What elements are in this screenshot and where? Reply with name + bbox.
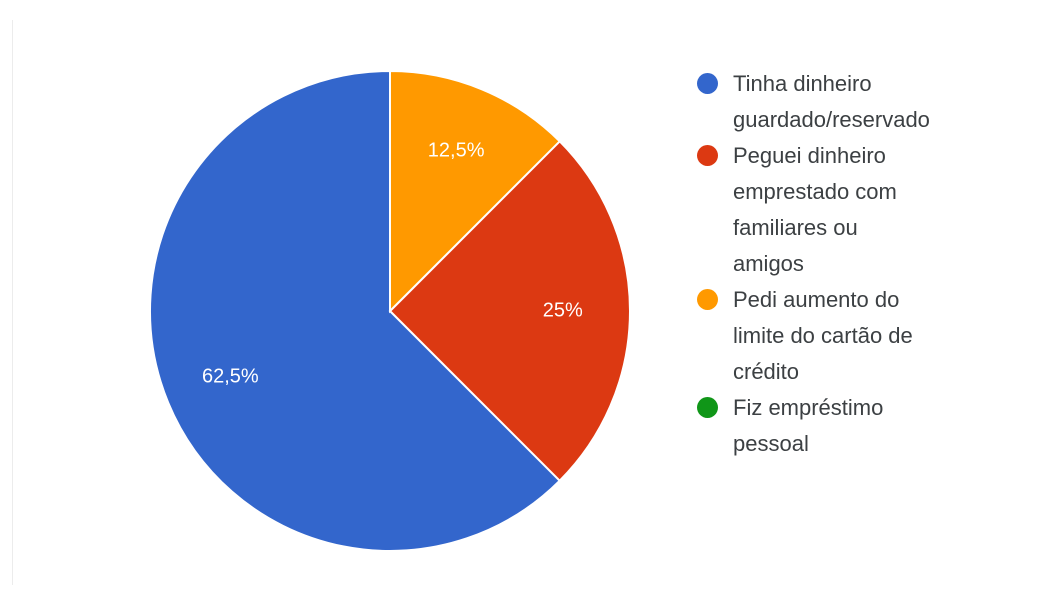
pie-slice-label-0: 62,5%	[202, 365, 259, 387]
legend-label: Pedi aumento do limite do cartão de créd…	[733, 287, 913, 384]
legend-item-tinha-dinheiro[interactable]: Tinha dinheiro guardado/reservado	[697, 66, 1027, 138]
legend-item-peguei-emprestado[interactable]: Peguei dinheiro emprestado com familiare…	[697, 138, 1027, 282]
legend-item-emprestimo-pessoal[interactable]: Fiz empréstimo pessoal	[697, 390, 1027, 462]
pie-slice-2[interactable]	[389, 69, 562, 314]
pie-slice-label-2: 12,5%	[428, 140, 485, 162]
legend-label: Tinha dinheiro guardado/reservado	[733, 71, 930, 132]
legend-swatch-blue	[697, 73, 718, 94]
chart-legend: Tinha dinheiro guardado/reservado Peguei…	[697, 66, 1027, 462]
legend-item-aumento-limite[interactable]: Pedi aumento do limite do cartão de créd…	[697, 282, 1027, 390]
pie-slice-0[interactable]	[149, 69, 562, 552]
legend-swatch-green	[697, 397, 718, 418]
legend-label: Peguei dinheiro emprestado com familiare…	[733, 143, 897, 276]
pie-slice-1[interactable]	[388, 139, 632, 483]
left-divider	[12, 20, 13, 585]
legend-label: Fiz empréstimo pessoal	[733, 395, 884, 456]
legend-swatch-orange	[697, 289, 718, 310]
pie-chart: 62,5% 25% 12,5%	[149, 69, 632, 552]
legend-swatch-red	[697, 145, 718, 166]
pie-slice-label-1: 25%	[543, 299, 583, 321]
